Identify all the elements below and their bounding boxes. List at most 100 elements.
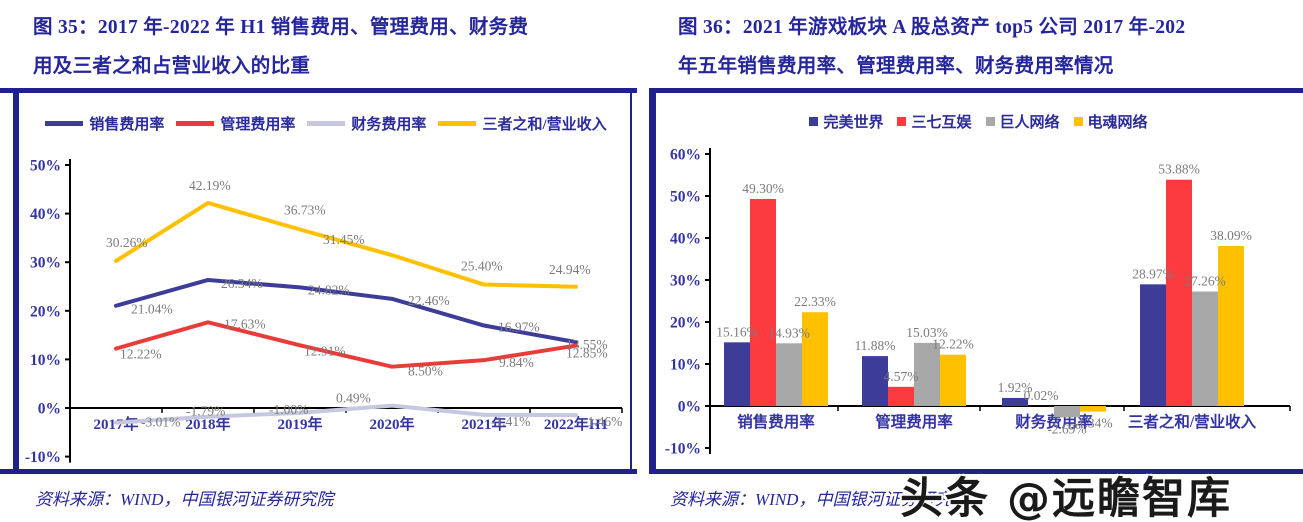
data-label: 12.22% xyxy=(120,347,162,362)
data-label: 30.26% xyxy=(106,235,148,250)
y-tick-label: -10% xyxy=(665,441,701,458)
bar-电魂网络-管理费用率 xyxy=(940,354,966,406)
figure35-border-right xyxy=(630,88,632,474)
legend-item: 完美世界 xyxy=(809,111,883,132)
x-tick-label: 2020年 xyxy=(369,415,414,433)
y-tick-label: 50% xyxy=(30,158,61,175)
legend-label: 财务费用率 xyxy=(351,117,427,133)
bar-电魂网络-财务费用率 xyxy=(1080,406,1106,412)
figure35-line-chart: -10%0%10%20%30%40%50%2017年 2018年 2019年 2020… xyxy=(25,158,623,466)
x-tick-label: 2021年 xyxy=(461,415,506,433)
figure35-border-left xyxy=(13,88,19,474)
figure35-legend: 销售费用率 管理费用率 财务费用率 三者之和/营业收入 xyxy=(20,113,632,134)
data-label: -1.79% xyxy=(186,404,225,419)
bar-巨人网络-财务费用率 xyxy=(1054,406,1080,418)
y-tick-label: 10% xyxy=(670,357,701,374)
data-label: -1.00% xyxy=(269,402,308,417)
data-label: 12.91% xyxy=(304,343,346,358)
legend-swatch-sw-sq xyxy=(1073,117,1083,126)
legend-item: 三七互娱 xyxy=(897,111,972,132)
legend-label: 销售费用率 xyxy=(89,117,165,133)
legend-swatch-sw-sq xyxy=(809,117,819,126)
legend-label: 完美世界 xyxy=(823,115,884,131)
figure36-legend: 完美世界 三七互娱 巨人网络 电魂网络 xyxy=(656,111,1301,132)
y-tick-label: 30% xyxy=(30,255,61,272)
data-label: 22.46% xyxy=(408,293,450,308)
bar-三七互娱-管理费用率 xyxy=(888,386,914,406)
data-label: 53.88% xyxy=(1158,162,1200,177)
bar-三七互娱-三者之和/营业收入 xyxy=(1166,179,1192,406)
data-label: 0.49% xyxy=(336,391,371,406)
y-tick-label: 20% xyxy=(670,315,701,332)
legend-label: 三者之和/营业收入 xyxy=(482,117,607,133)
legend-label: 管理费用率 xyxy=(220,117,296,133)
legend-swatch-sw-line xyxy=(45,121,84,126)
bar-完美世界-销售费用率 xyxy=(724,342,750,406)
data-label: 4.57% xyxy=(884,369,919,384)
figure35-title-line1: 图 35：2017 年-2022 年 H1 销售费用、管理费用、财务费 xyxy=(33,17,529,38)
line-series-0 xyxy=(114,277,578,345)
data-label: 49.30% xyxy=(742,181,784,196)
data-label: 28.97% xyxy=(1132,266,1174,281)
x-tick-label: 2019年 xyxy=(277,415,322,433)
figure36-title-line1: 图 36：2021 年游戏板块 A 股总资产 top5 公司 2017 年-20… xyxy=(678,17,1186,38)
data-label: 22.33% xyxy=(794,294,836,309)
legend-item: 三者之和/营业收入 xyxy=(438,113,607,134)
y-tick-label: 20% xyxy=(30,303,61,320)
data-label: 27.26% xyxy=(1184,274,1226,289)
legend-swatch-sw-sq xyxy=(985,117,995,126)
data-label: -3.01% xyxy=(141,415,180,430)
x-tick-label: 2022年H1 xyxy=(544,415,608,433)
legend-item: 财务费用率 xyxy=(307,113,426,134)
data-label: -1.34% xyxy=(1073,416,1112,431)
data-label: -2.69% xyxy=(1047,421,1086,436)
legend-swatch-sw-line xyxy=(438,121,477,126)
data-label: 42.19% xyxy=(189,178,231,193)
legend-item: 电魂网络 xyxy=(1073,111,1148,132)
data-label: 13.55% xyxy=(566,337,608,352)
data-label: 24.94% xyxy=(549,262,591,277)
bar-电魂网络-销售费用率 xyxy=(802,312,828,406)
figure36-bar-chart: -10%0%10%20%30%40%50%60%销售费用率 管理费用率 财务费用率三… xyxy=(665,147,1291,458)
data-label: 36.73% xyxy=(284,202,326,217)
y-tick-label: 40% xyxy=(670,231,701,248)
figure35-border-bottom xyxy=(0,469,637,474)
y-tick-label: 10% xyxy=(30,352,61,369)
data-label: 24.82% xyxy=(308,282,350,297)
data-label: 25.40% xyxy=(461,259,503,274)
data-label: 21.04% xyxy=(131,302,173,317)
line-series-3 xyxy=(114,200,578,289)
line-series-2 xyxy=(114,403,578,425)
x-tick-label: 三者之和/营业收入 xyxy=(1128,412,1257,431)
y-tick-label: -10% xyxy=(25,449,61,466)
figure35-source: 资料来源：WIND，中国银河证券研究院 xyxy=(35,490,334,509)
data-label: 16.97% xyxy=(498,320,540,335)
x-tick-label: 销售费用率 xyxy=(737,412,815,431)
y-tick-label: 50% xyxy=(670,189,701,206)
bar-三七互娱-销售费用率 xyxy=(750,198,776,406)
legend-label: 巨人网络 xyxy=(999,115,1060,131)
x-tick-label: 2018年 xyxy=(185,415,230,433)
data-label: 38.09% xyxy=(1210,228,1252,243)
figure36-border-top xyxy=(649,88,1303,93)
figure36-border-left xyxy=(649,88,656,474)
figure36-border-bottom xyxy=(649,469,1303,474)
data-label: 0.02% xyxy=(1024,388,1059,403)
data-label: 15.16% xyxy=(716,324,758,339)
data-label: 26.34% xyxy=(221,276,263,291)
bar-完美世界-管理费用率 xyxy=(862,356,888,406)
watermark: 头条 @远瞻智库 xyxy=(900,474,1232,522)
figure36-source: 资料来源：WIND，中国银河证券研究院 xyxy=(670,490,969,509)
y-tick-label: 0% xyxy=(678,399,701,416)
y-tick-label: 60% xyxy=(670,147,701,164)
bar-电魂网络-三者之和/营业收入 xyxy=(1218,246,1244,406)
data-label: 31.45% xyxy=(323,232,365,247)
figure36-title: 图 36：2021 年游戏板块 A 股总资产 top5 公司 2017 年-20… xyxy=(678,8,1303,86)
bar-完美世界-三者之和/营业收入 xyxy=(1140,284,1166,406)
figure35-title: 图 35：2017 年-2022 年 H1 销售费用、管理费用、财务费 用及三者… xyxy=(33,8,633,86)
legend-item: 销售费用率 xyxy=(45,113,164,134)
data-label: 12.22% xyxy=(932,337,974,352)
bar-完美世界-财务费用率 xyxy=(1002,397,1028,406)
bar-巨人网络-三者之和/营业收入 xyxy=(1192,291,1218,406)
